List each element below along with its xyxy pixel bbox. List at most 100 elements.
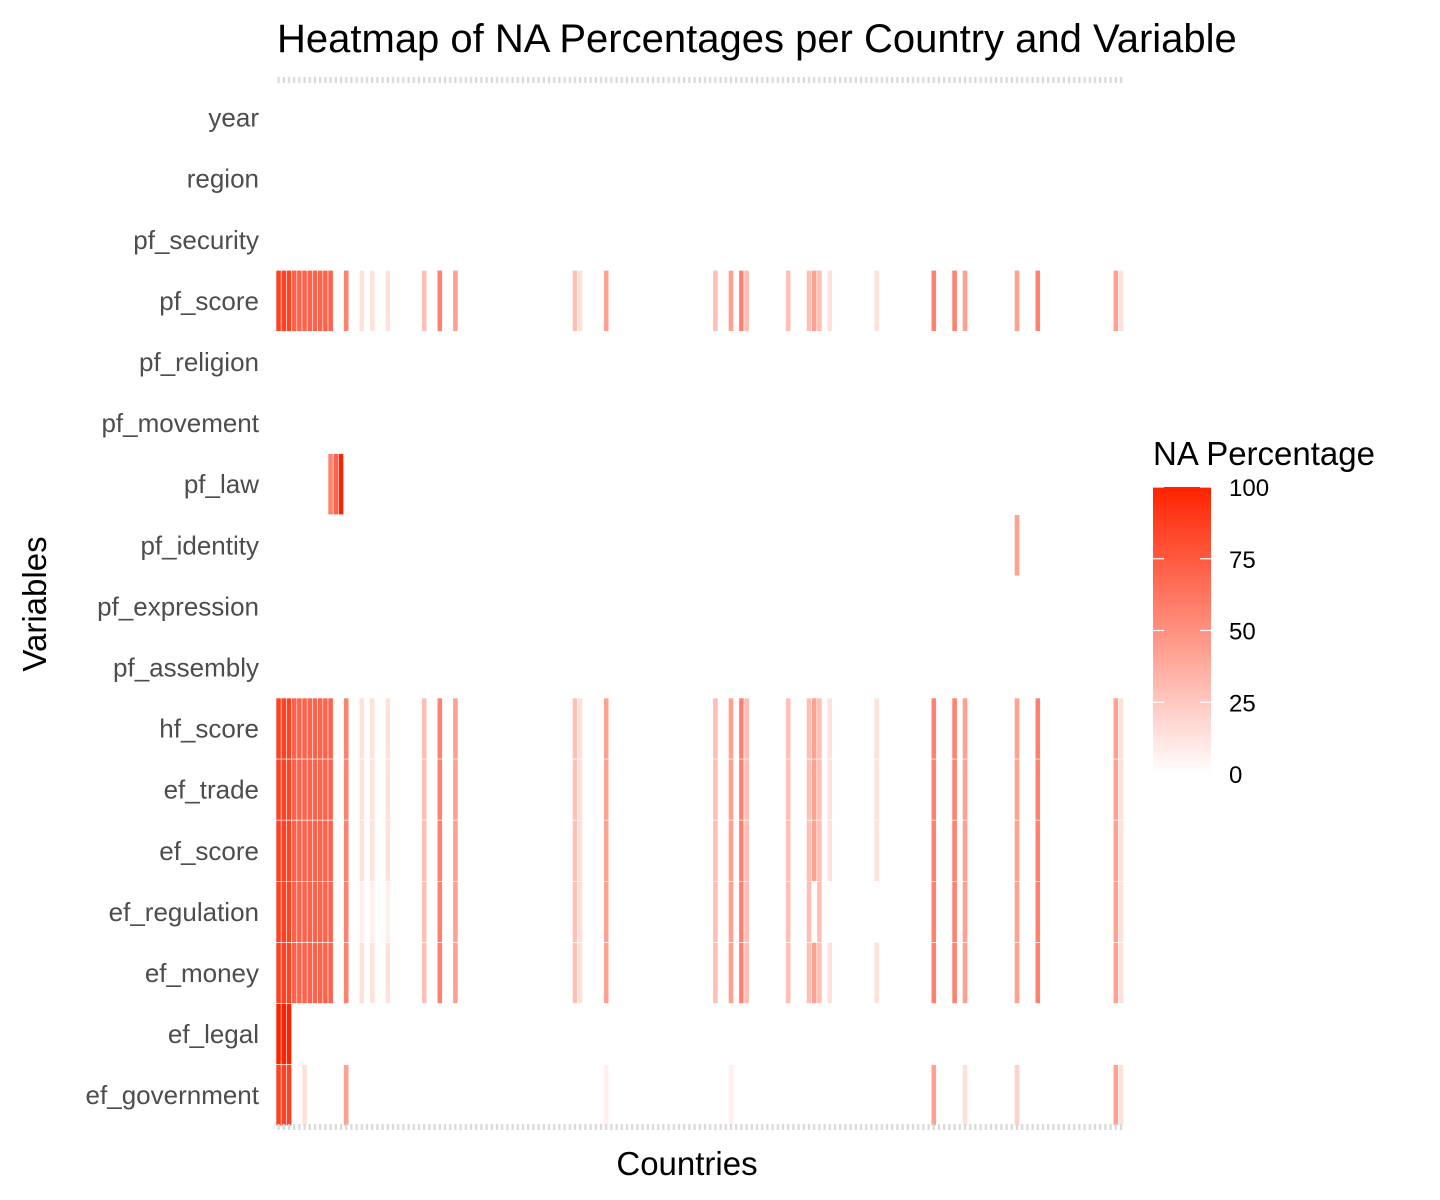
heatmap-cell-ef_score-115	[873, 819, 880, 882]
heatmap-cell-hf_score-104	[816, 697, 823, 760]
heatmap-cell-hf_score-142	[1014, 697, 1020, 760]
heatmap-cell-hf_score-5	[301, 697, 308, 760]
heatmap-cell-ef_trade-63	[603, 758, 610, 821]
heatmap-cell-ef_trade-84	[712, 758, 719, 821]
heatmap-cell-pf_score-16	[358, 269, 365, 332]
heatmap-cell-ef_regulation-89	[738, 880, 745, 943]
y-tick-label-pf_security: pf_security	[133, 225, 259, 255]
heatmap-cell-ef_regulation-13	[343, 880, 350, 943]
heatmap-cell-ef_regulation-57	[572, 880, 578, 943]
heatmap-cell-pf_score-126	[930, 269, 937, 332]
heatmap-cell-ef_score-162	[1118, 819, 1124, 882]
heatmap-cell-pf_score-2	[286, 269, 292, 332]
heatmap-cell-hf_score-126	[930, 697, 937, 760]
heatmap-cell-ef_regulation-5	[301, 880, 308, 943]
heatmap-cell-ef_trade-13	[343, 758, 350, 821]
heatmap-cell-ef_money-90	[743, 942, 750, 1004]
heatmap-cell-ef_score-87	[728, 819, 734, 882]
heatmap-cell-ef_trade-104	[816, 758, 823, 821]
heatmap-cell-hf_score-1	[280, 697, 287, 760]
heatmap-cell-ef_government-63	[603, 1064, 610, 1126]
heatmap-cell-ef_money-18	[369, 942, 376, 1004]
heatmap-cell-ef_trade-142	[1014, 758, 1020, 821]
heatmap-cell-ef_score-106	[826, 819, 833, 882]
heatmap-cell-ef_regulation-7	[312, 880, 318, 943]
heatmap-cell-pf_score-115	[873, 269, 880, 332]
heatmap-cell-pf_score-58	[577, 269, 584, 332]
heatmap-cell-ef_trade-10	[327, 758, 334, 821]
heatmap-cell-pf_score-90	[743, 269, 750, 332]
heatmap-cell-ef_trade-16	[358, 758, 365, 821]
heatmap-cell-ef_government-5	[301, 1064, 308, 1126]
heatmap-cell-ef_money-31	[436, 942, 443, 1004]
heatmap-cell-ef_money-21	[384, 942, 391, 1004]
y-tick-label-pf_law: pf_law	[184, 469, 259, 499]
heatmap-cell-ef_trade-5	[301, 758, 308, 821]
heatmap-cell-hf_score-103	[811, 697, 818, 760]
heatmap-cell-ef_trade-1	[280, 758, 287, 821]
heatmap-cell-ef_regulation-16	[358, 880, 365, 943]
heatmap-cell-ef_regulation-102	[806, 880, 812, 943]
heatmap-cell-ef_score-57	[572, 819, 578, 882]
heatmap-cell-ef_regulation-9	[322, 880, 329, 943]
y-axis-title: Variables	[16, 536, 53, 671]
heatmap-cell-ef_legal-1	[280, 1003, 287, 1065]
heatmap-cell-ef_trade-3	[291, 758, 298, 821]
heatmap-cell-pf_score-1	[280, 269, 287, 332]
heatmap-cell-ef_money-146	[1034, 942, 1041, 1004]
y-tick-label-ef_trade: ef_trade	[164, 775, 259, 805]
heatmap-cell-ef_regulation-21	[384, 880, 391, 943]
heatmap-cell-hf_score-3	[291, 697, 298, 760]
heatmap-cell-ef_trade-57	[572, 758, 578, 821]
heatmap-cell-ef_money-87	[728, 942, 734, 1004]
heatmap-cell-hf_score-130	[951, 697, 958, 760]
heatmap-cell-hf_score-34	[452, 697, 459, 760]
heatmap-cell-hf_score-90	[743, 697, 750, 760]
heatmap-cell-ef_money-58	[577, 942, 584, 1004]
heatmap-cell-ef_score-90	[743, 819, 750, 882]
heatmap-cell-ef_trade-2	[286, 758, 292, 821]
heatmap-cell-ef_trade-34	[452, 758, 459, 821]
heatmap-cell-ef_money-13	[343, 942, 350, 1004]
heatmap-cell-pf_score-4	[296, 269, 303, 332]
heatmap-cell-ef_government-87	[728, 1064, 734, 1126]
heatmap-cell-ef_score-58	[577, 819, 584, 882]
heatmap-cell-ef_money-130	[951, 942, 958, 1004]
legend-tick-label-25: 25	[1229, 690, 1256, 717]
heatmap-cell-hf_score-9	[322, 697, 329, 760]
heatmap-cell-ef_score-31	[436, 819, 443, 882]
heatmap-cell-hf_score-31	[436, 697, 443, 760]
heatmap-cell-ef_score-2	[286, 819, 292, 882]
heatmap-cell-ef_government-132	[962, 1064, 968, 1126]
y-tick-label-pf_movement: pf_movement	[101, 408, 259, 438]
y-axis-tick-labels: year region pf_security pf_score pf_religion…	[86, 103, 260, 1111]
heatmap-cell-ef_money-63	[603, 942, 610, 1004]
heatmap-cell-ef_regulation-4	[296, 880, 303, 943]
heatmap-cell-ef_regulation-84	[712, 880, 719, 943]
heatmap-cell-ef_score-0	[275, 819, 282, 882]
heatmap-cell-ef_money-106	[826, 942, 833, 1004]
heatmap-cell-pf_score-34	[452, 269, 459, 332]
heatmap-cell-ef_trade-130	[951, 758, 958, 821]
heatmap-cell-pf_score-8	[317, 269, 324, 332]
heatmap-cell-ef_trade-6	[306, 758, 313, 821]
bottom-rug	[277, 1124, 1123, 1130]
heatmap-cell-ef_score-28	[421, 819, 428, 882]
heatmap-cell-ef_trade-18	[369, 758, 376, 821]
heatmap-cell-pf_score-103	[811, 269, 818, 332]
heatmap-cell-ef_trade-7	[312, 758, 318, 821]
heatmap-cell-pf_score-5	[301, 269, 308, 332]
heatmap-cell-hf_score-98	[785, 697, 792, 760]
heatmap-cell-ef_trade-28	[421, 758, 428, 821]
heatmap-cell-ef_regulation-31	[436, 880, 443, 943]
heatmap-cell-ef_regulation-162	[1118, 880, 1124, 943]
heatmap-cell-ef_money-1	[280, 942, 287, 1004]
heatmap-cell-hf_score-21	[384, 697, 391, 760]
heatmap-cell-ef_regulation-142	[1014, 880, 1020, 943]
heatmap-cell-ef_trade-106	[826, 758, 833, 821]
heatmap-cell-ef_score-142	[1014, 819, 1020, 882]
y-tick-label-pf_identity: pf_identity	[140, 530, 259, 560]
heatmap-cell-hf_score-16	[358, 697, 365, 760]
y-tick-label-pf_assembly: pf_assembly	[113, 652, 259, 682]
